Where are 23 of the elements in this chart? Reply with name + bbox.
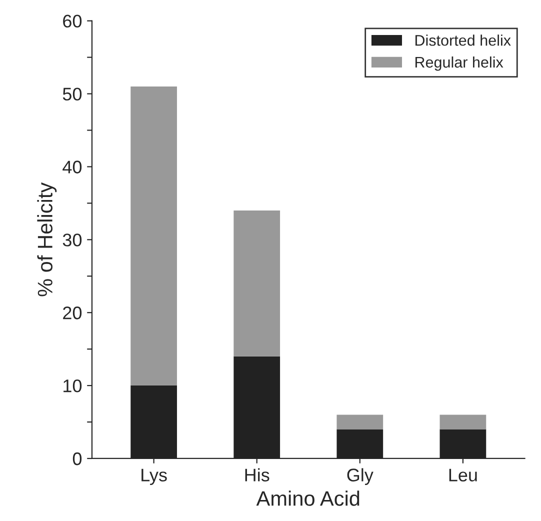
x-tick-label: Lys — [142, 468, 167, 486]
bar — [130, 86, 177, 386]
x-tick-label: Leu — [449, 468, 477, 482]
y-tick-label: 10 — [64, 379, 82, 392]
y-tick-label: 60 — [63, 14, 82, 28]
y-tick-label: 20 — [63, 306, 82, 320]
y-tick-label: 50 — [62, 88, 82, 100]
bar — [234, 356, 280, 458]
x-tick-label: Gly — [347, 468, 374, 486]
x-axis-title: Amino Acid — [256, 490, 360, 506]
bar — [336, 429, 384, 458]
bar — [336, 414, 384, 430]
x-tick-label: His — [245, 468, 270, 482]
legend-label: Distorted helix — [415, 34, 511, 46]
bar — [234, 210, 280, 356]
y-tick-label: 40 — [62, 160, 82, 174]
y-axis-title: % of Helicity — [37, 182, 57, 296]
bar — [440, 429, 486, 458]
y-tick-label: 30 — [62, 234, 82, 246]
legend-label: Regular helix — [415, 56, 504, 71]
bar — [130, 386, 177, 458]
bar — [440, 414, 486, 430]
y-tick-label: 0 — [72, 452, 82, 466]
